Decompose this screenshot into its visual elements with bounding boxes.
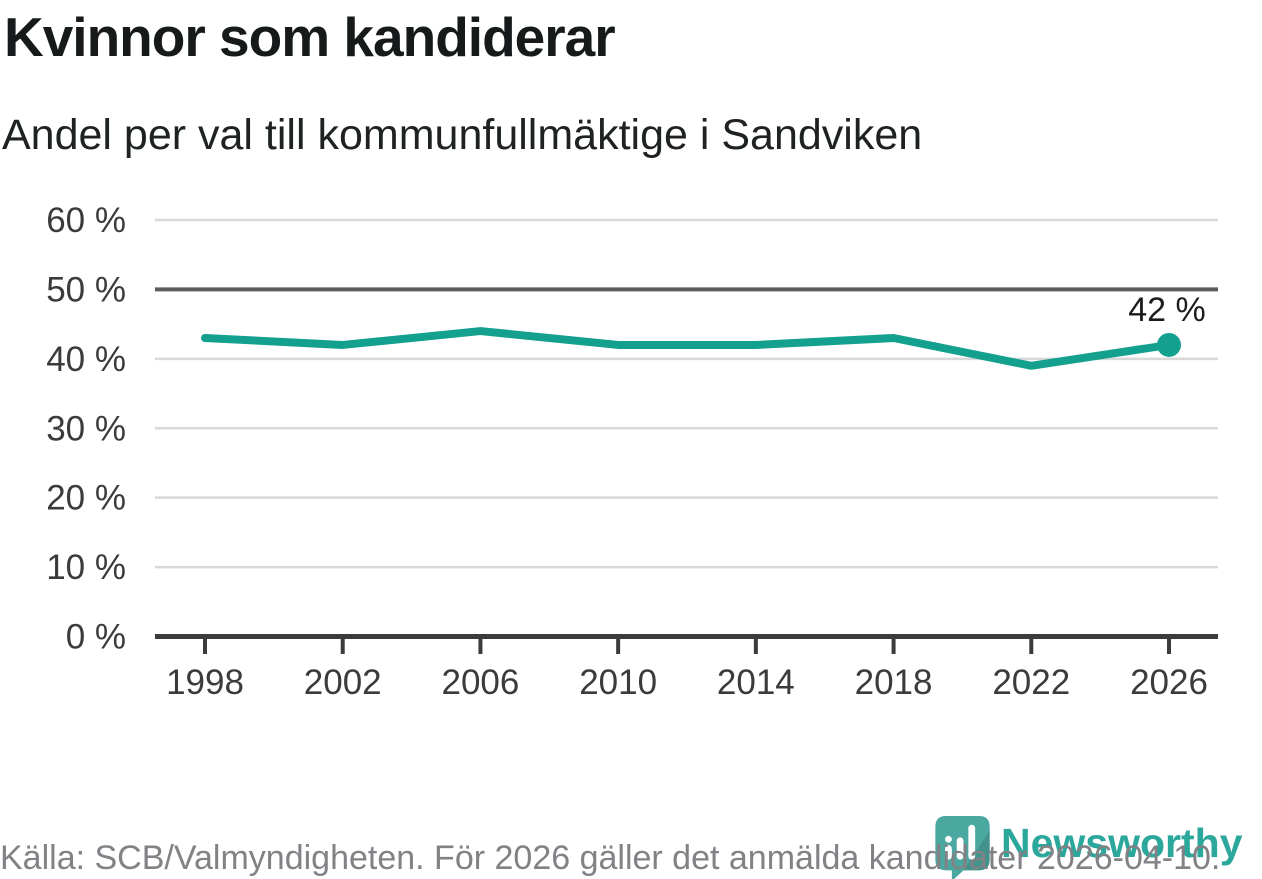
x-tick-label: 2026 [1130, 663, 1208, 702]
data-line [201, 327, 1173, 370]
x-tick-label: 1998 [166, 663, 244, 702]
point-label: 42 % [1128, 291, 1206, 329]
newsworthy-logo-icon [935, 815, 990, 879]
x-tick-label: 2022 [992, 663, 1070, 702]
x-tick-label: 2018 [855, 663, 933, 702]
y-tick-label: 60 % [46, 201, 126, 240]
source-note: Källa: SCB/Valmyndigheten. För 2026 gäll… [0, 839, 1221, 877]
y-tick-label: 20 % [46, 479, 126, 518]
y-tick-label: 40 % [46, 340, 126, 379]
x-tick-label: 2006 [441, 663, 519, 702]
x-tick-label: 2002 [304, 663, 382, 702]
y-tick-label: 30 % [46, 409, 126, 448]
y-tick-label: 0 % [66, 618, 126, 657]
x-tick-label: 2010 [579, 663, 657, 702]
chart-title: Kvinnor som kandiderar [4, 6, 616, 68]
data-point-marker [1157, 332, 1181, 357]
y-tick-label: 10 % [46, 548, 126, 587]
y-tick-label: 50 % [46, 270, 126, 309]
newsworthy-wordmark: Newsworthy [1001, 820, 1243, 866]
chart-subtitle: Andel per val till kommunfullmäktige i S… [2, 111, 923, 159]
x-tick-label: 2014 [717, 663, 795, 702]
